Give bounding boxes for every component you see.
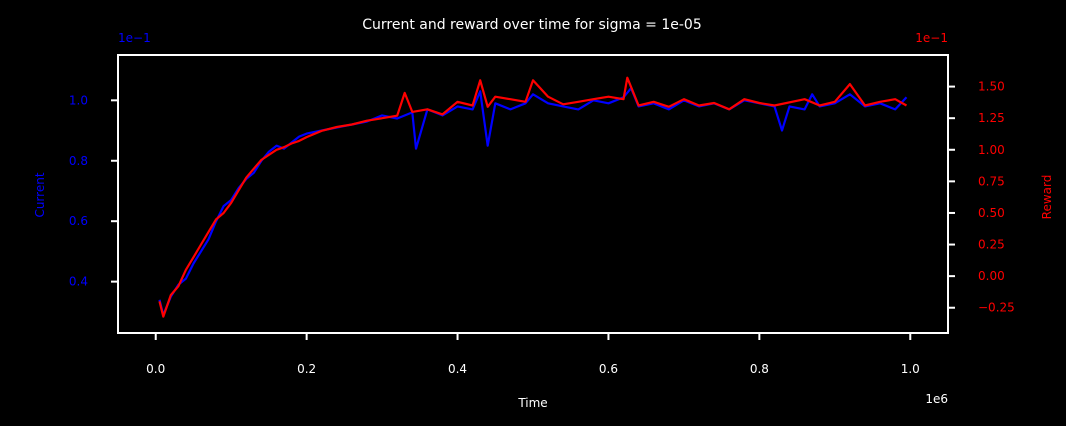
left-y-tick-label: 0.6 [69,214,88,228]
x-axis: 0.0 0.2 0.4 0.6 0.8 1.0 [146,333,920,376]
x-tick-label: 1.0 [901,362,920,376]
left-y-tick-label: 0.4 [69,275,88,289]
right-y-tick-label: 1.50 [978,80,1005,94]
right-y-axis-label: Reward [1040,175,1054,220]
left-axis-offset-label: 1e−1 [118,31,151,45]
right-y-tick-label: 0.25 [978,238,1005,252]
right-y-tick-label: 1.00 [978,143,1005,157]
right-y-tick-label: −0.25 [978,301,1015,315]
reward-series-line [158,76,908,318]
x-axis-offset-label: 1e6 [925,392,948,406]
left-y-axis: 0.4 0.6 0.8 1.0 [69,93,118,289]
right-y-tick-label: 1.25 [978,111,1005,125]
current-series-line [158,87,908,316]
series-lines [158,76,908,318]
x-tick-label: 0.2 [297,362,316,376]
x-tick-label: 0.0 [146,362,165,376]
x-tick-label: 0.8 [750,362,769,376]
x-axis-label: Time [517,396,547,410]
right-y-tick-label: 0.50 [978,206,1005,220]
right-y-tick-label: 0.00 [978,269,1005,283]
right-y-tick-label: 0.75 [978,174,1005,188]
left-y-tick-label: 1.0 [69,93,88,107]
right-axis-offset-label: 1e−1 [915,31,948,45]
left-y-tick-label: 0.8 [69,154,88,168]
left-y-axis-label: Current [33,172,47,217]
right-y-axis: −0.25 0.00 0.25 0.50 0.75 1.00 1.25 1.50 [948,80,1015,315]
x-tick-label: 0.4 [448,362,467,376]
chart-title: Current and reward over time for sigma =… [362,17,702,33]
plot-frame [117,54,949,334]
x-tick-label: 0.6 [599,362,618,376]
